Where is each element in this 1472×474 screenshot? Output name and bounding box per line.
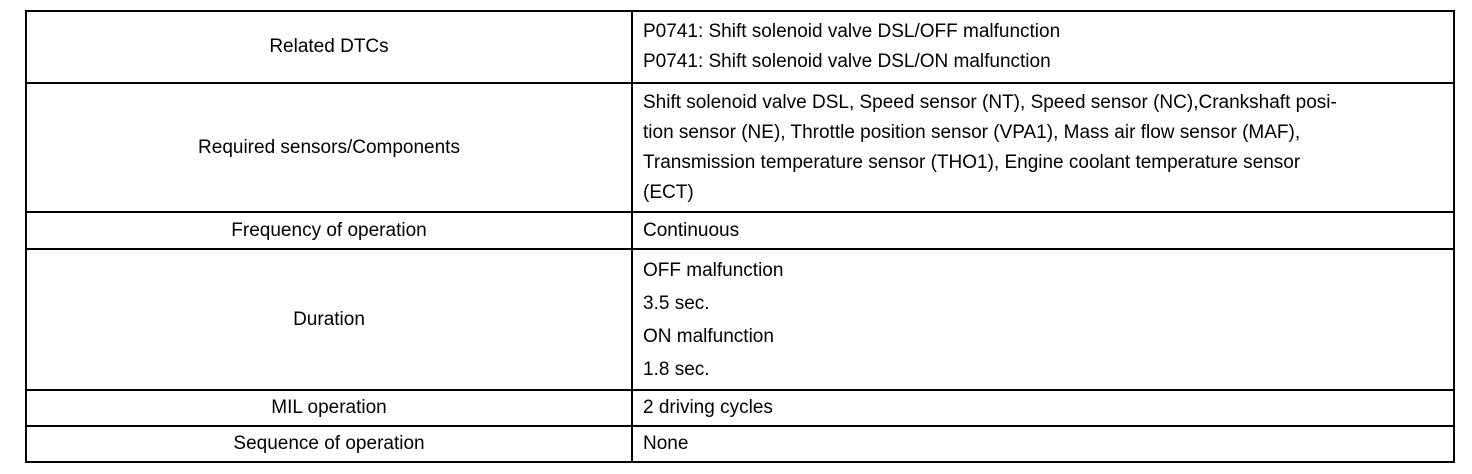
table-row-frequency: Frequency of operation Continuous [25, 211, 1455, 250]
value-line: ON malfunction [643, 325, 774, 347]
value-line: 1.8 sec. [643, 358, 710, 380]
table-row-duration: Duration OFF malfunction 3.5 sec. ON mal… [25, 248, 1455, 391]
row-value: Shift solenoid valve DSL, Speed sensor (… [631, 82, 1455, 213]
value-line: 2 driving cycles [643, 397, 773, 418]
value-line: Shift solenoid valve DSL, Speed sensor (… [643, 91, 1337, 113]
row-label: MIL operation [25, 389, 633, 427]
row-value: OFF malfunction 3.5 sec. ON malfunction … [631, 248, 1455, 391]
row-value: Continuous [631, 211, 1455, 250]
row-value: P0741: Shift solenoid valve DSL/OFF malf… [631, 10, 1455, 84]
value-line: P0741: Shift solenoid valve DSL/OFF malf… [643, 21, 1061, 42]
table-row-required-sensors: Required sensors/Components Shift soleno… [25, 82, 1455, 213]
value-line: OFF malfunction [643, 259, 784, 281]
table-row-related-dtcs: Related DTCs P0741: Shift solenoid valve… [25, 10, 1455, 84]
value-line: Transmission temperature sensor (THO1), … [643, 151, 1301, 173]
value-line: Continuous [643, 219, 740, 241]
row-value: None [631, 425, 1455, 463]
table-row-sequence: Sequence of operation None [25, 425, 1455, 463]
value-line: None [643, 433, 689, 454]
table-row-mil-operation: MIL operation 2 driving cycles [25, 389, 1455, 427]
row-label: Sequence of operation [25, 425, 633, 463]
row-label: Required sensors/Components [25, 82, 633, 213]
value-line: 3.5 sec. [643, 292, 710, 314]
value-line: P0741: Shift solenoid valve DSL/ON malfu… [643, 51, 1051, 72]
value-line: (ECT) [643, 181, 694, 203]
row-label: Frequency of operation [25, 211, 633, 250]
spec-table: Related DTCs P0741: Shift solenoid valve… [25, 10, 1455, 463]
row-label: Duration [25, 248, 633, 391]
row-value: 2 driving cycles [631, 389, 1455, 427]
value-line: tion sensor (NE), Throttle position sens… [643, 121, 1301, 143]
row-label: Related DTCs [25, 10, 633, 84]
